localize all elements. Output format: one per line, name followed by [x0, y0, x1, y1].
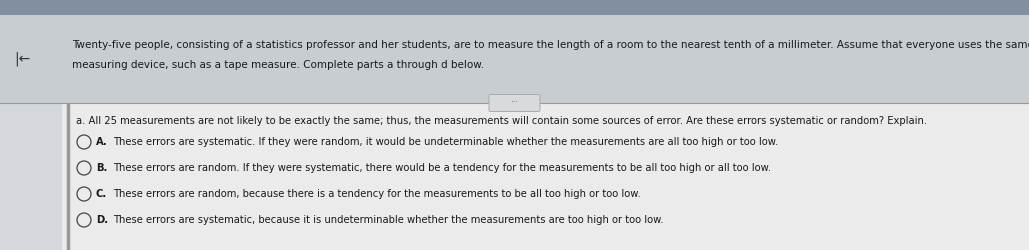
FancyBboxPatch shape — [62, 103, 1029, 250]
Text: These errors are random. If they were systematic, there would be a tendency for : These errors are random. If they were sy… — [113, 163, 771, 173]
FancyBboxPatch shape — [0, 103, 1029, 250]
Text: D.: D. — [96, 215, 108, 225]
Text: These errors are random, because there is a tendency for the measurements to be : These errors are random, because there i… — [113, 189, 641, 199]
FancyBboxPatch shape — [0, 15, 1029, 103]
Text: A.: A. — [96, 137, 108, 147]
Text: B.: B. — [96, 163, 107, 173]
Text: These errors are systematic, because it is undeterminable whether the measuremen: These errors are systematic, because it … — [113, 215, 664, 225]
Text: These errors are systematic. If they were random, it would be undeterminable whe: These errors are systematic. If they wer… — [113, 137, 778, 147]
FancyBboxPatch shape — [0, 0, 1029, 15]
Text: measuring device, such as a tape measure. Complete parts a through d below.: measuring device, such as a tape measure… — [72, 60, 484, 70]
Text: |←: |← — [13, 52, 30, 66]
Text: Twenty-five people, consisting of a statistics professor and her students, are t: Twenty-five people, consisting of a stat… — [72, 40, 1029, 50]
Text: ···: ··· — [510, 98, 519, 108]
Text: a. All 25 measurements are not likely to be exactly the same; thus, the measurem: a. All 25 measurements are not likely to… — [76, 116, 927, 126]
FancyBboxPatch shape — [489, 94, 540, 112]
Text: C.: C. — [96, 189, 107, 199]
